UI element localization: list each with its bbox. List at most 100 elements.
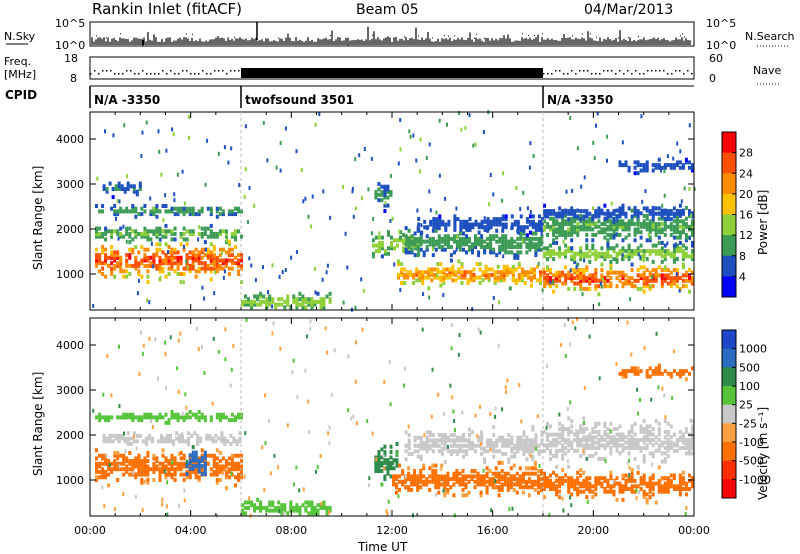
heatmap-cell [188,469,192,474]
heatmap-cell [361,327,364,332]
heatmap-cell [621,273,625,278]
heatmap-cell [501,435,505,440]
heatmap-cell [493,275,497,280]
heatmap-cell [630,352,633,357]
nave-dot [635,70,637,72]
heatmap-cell [431,253,435,258]
heatmap-cell [445,272,449,277]
heatmap-cell [428,487,432,492]
heatmap-cell [570,446,574,451]
heatmap-cell [104,226,108,231]
heatmap-cell [576,216,580,221]
heatmap-cell [114,187,118,191]
heatmap-cell [552,230,556,235]
heatmap-cell [161,464,165,469]
heatmap-cell [452,493,456,498]
heatmap-cell [495,219,499,224]
heatmap-cell [504,239,508,244]
heatmap-cell [449,485,453,490]
heatmap-cell [237,475,240,480]
heatmap-cell [522,446,526,451]
nave-dot [671,73,673,75]
heatmap-cell [442,272,446,277]
heatmap-cell [421,270,425,275]
heatmap-cell [669,222,673,227]
heatmap-cell [98,226,102,231]
heatmap-cell [506,471,510,476]
nave-dot [559,70,561,72]
heatmap-cell [573,214,577,219]
heatmap-cell [161,467,165,472]
heatmap-cell [603,227,607,232]
heatmap-cell [434,441,438,446]
heatmap-cell [451,267,455,272]
heatmap-cell [122,412,126,417]
heatmap-cell [585,437,589,442]
heatmap-cell [218,232,222,236]
heatmap-cell [480,242,484,247]
heatmap-cell [399,288,402,292]
heatmap-cell [564,208,568,213]
heatmap-cell [570,230,574,235]
heatmap-cell [389,474,393,479]
heatmap-cell [160,439,163,444]
heatmap-cell [651,451,655,456]
heatmap-cell [161,453,165,458]
heatmap-cell [645,206,649,211]
heatmap-cell [160,172,163,177]
heatmap-cell [639,243,643,248]
heatmap-cell [507,438,511,443]
nave-dot [178,73,180,75]
heatmap-cell [603,235,607,240]
heatmap-cell [105,187,109,191]
heatmap-cell [627,451,631,456]
heatmap-cell [651,243,655,248]
heatmap-cell [146,258,150,263]
heatmap-cell [104,415,108,420]
heatmap-cell [422,250,426,255]
heatmap-cell [507,250,511,255]
heatmap-cell [483,219,487,224]
heatmap-cell [110,234,114,239]
heatmap-cell [594,211,598,216]
heatmap-cell [275,165,278,170]
heatmap-cell [561,481,565,486]
heatmap-cell [552,219,556,224]
heatmap-cell [425,438,429,443]
heatmap-cell [155,247,159,252]
heatmap-cell [537,485,540,490]
heatmap-cell [98,464,102,469]
heatmap-cell [292,297,296,302]
heatmap-cell [582,448,585,453]
heatmap-cell [534,435,538,440]
heatmap-cell [645,249,649,254]
heatmap-cell [295,297,299,302]
heatmap-cell [185,237,189,242]
heatmap-cell [493,278,497,283]
heatmap-cell [194,469,198,474]
heatmap-cell [609,222,613,227]
heatmap-cell [675,222,679,227]
heatmap-cell [218,229,222,234]
heatmap-cell [215,209,219,214]
heatmap-cell [521,474,525,479]
heatmap-cell [666,481,670,486]
heatmap-cell [407,239,411,244]
freq-label-2: [MHz] [4,68,36,81]
heatmap-cell [630,214,634,219]
heatmap-cell [117,181,121,186]
heatmap-cell [684,429,688,434]
heatmap-cell [606,432,610,437]
heatmap-cell [197,237,200,242]
heatmap-cell [316,299,320,304]
heatmap-cell [609,276,613,281]
heatmap-cell [691,476,694,481]
heatmap-cell [458,242,462,247]
heatmap-cell [298,302,302,307]
heatmap-cell [519,234,523,239]
heatmap-cell [253,505,257,510]
heatmap-cell [437,226,441,231]
heatmap-cell [661,203,664,208]
heatmap-cell [483,250,487,255]
heatmap-cell [567,416,571,421]
